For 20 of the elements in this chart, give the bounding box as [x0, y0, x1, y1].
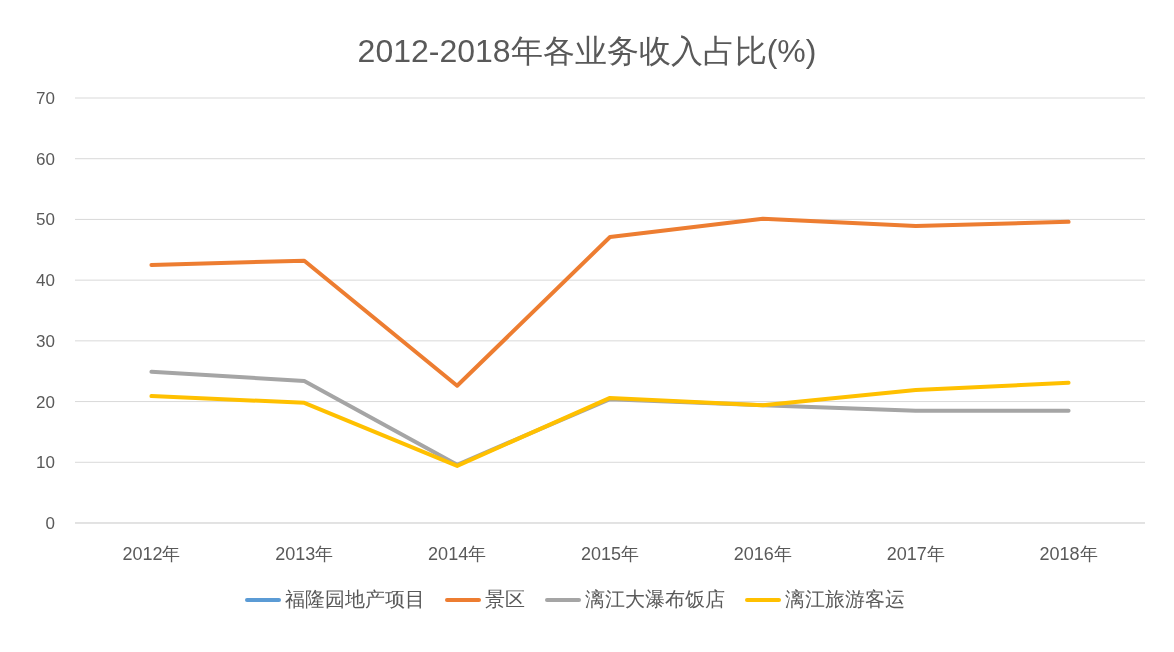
- legend-label: 景区: [485, 588, 525, 610]
- x-tick-label: 2015年: [580, 544, 640, 564]
- legend-label: 漓江大瀑布饭店: [585, 588, 725, 610]
- y-tick-label: 30: [36, 331, 55, 351]
- legend-label: 福隆园地产项目: [285, 588, 425, 610]
- y-tick-label: 60: [36, 149, 55, 169]
- x-tick-label: 2017年: [886, 544, 945, 564]
- x-tick-label: 2012年: [122, 544, 181, 564]
- y-tick-label: 70: [36, 89, 55, 108]
- x-tick-label: 2013年: [275, 544, 334, 564]
- y-tick-label: 0: [45, 514, 55, 533]
- chart-title: 2012-2018年各业务收入占比(%): [357, 33, 817, 69]
- x-tick-label: 2016年: [733, 544, 792, 564]
- x-tick-label: 2018年: [1039, 544, 1098, 564]
- y-tick-label: 20: [36, 392, 55, 412]
- legend-label: 漓江旅游客运: [785, 588, 905, 610]
- y-tick-label: 50: [36, 210, 55, 230]
- y-tick-label: 40: [36, 271, 55, 291]
- y-tick-label: 10: [36, 453, 55, 473]
- x-tick-label: 2014年: [428, 544, 487, 564]
